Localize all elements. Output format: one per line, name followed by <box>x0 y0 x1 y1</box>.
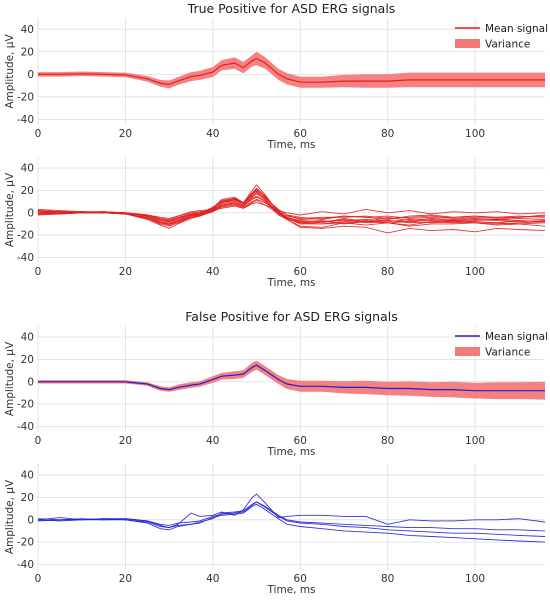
y-tick-label: 20 <box>21 185 34 197</box>
variance-band <box>38 360 545 400</box>
x-tick-label: 100 <box>465 435 485 447</box>
y-tick-label: 20 <box>21 46 34 58</box>
y-tick-label: -40 <box>17 252 34 264</box>
y-tick-label: 20 <box>21 354 34 366</box>
y-axis-label: Amplitude, μV <box>4 34 16 109</box>
y-tick-label: -40 <box>17 114 34 126</box>
y-tick-label: 0 <box>27 514 34 526</box>
mean-signal-line <box>38 364 545 392</box>
x-tick-label: 60 <box>294 573 307 585</box>
signal-line-10 <box>38 192 545 222</box>
x-tick-label: 40 <box>206 573 219 585</box>
y-tick-label: 20 <box>21 492 34 504</box>
x-tick-label: 0 <box>35 435 42 447</box>
x-tick-label: 20 <box>119 435 132 447</box>
legend-entry-mean: Mean signal <box>485 23 548 35</box>
signal-line-2 <box>38 199 545 222</box>
x-tick-label: 80 <box>381 266 394 278</box>
x-tick-label: 0 <box>35 266 42 278</box>
legend-band-swatch <box>455 39 480 48</box>
chart-panel-3: 0 20 40 60 80 100 -40 -20 0 20 40 Time, ms Amplitude… <box>4 309 548 458</box>
y-axis-label: Amplitude, μV <box>4 341 16 416</box>
x-tick-label: 80 <box>381 573 394 585</box>
x-tick-label: 20 <box>119 573 132 585</box>
signal-line-11 <box>38 196 545 225</box>
signal-line-4 <box>38 501 545 532</box>
x-axis-label: Time, ms <box>266 277 315 289</box>
variance-band <box>38 51 545 89</box>
y-tick-label: 40 <box>21 163 34 175</box>
chart-title: False Positive for ASD ERG signals <box>185 309 398 324</box>
y-tick-label: 0 <box>27 207 34 219</box>
plot-area <box>38 51 545 89</box>
x-tick-label: 100 <box>465 573 485 585</box>
legend-entry-variance: Variance <box>485 347 530 359</box>
y-axis-label: Amplitude, μV <box>4 172 16 247</box>
chart-panel-4: 0 20 40 60 80 100 -40 -20 0 20 40 Time, ms Amplitude… <box>4 464 545 596</box>
y-tick-label: 0 <box>27 69 34 81</box>
legend-entry-mean: Mean signal <box>485 331 548 343</box>
chart-title: True Positive for ASD ERG signals <box>187 1 396 16</box>
y-tick-label: 40 <box>21 24 34 36</box>
y-tick-label: -20 <box>17 537 34 549</box>
x-tick-label: 20 <box>119 128 132 140</box>
x-tick-label: 80 <box>381 435 394 447</box>
y-tick-label: -20 <box>17 399 34 411</box>
x-tick-label: 40 <box>206 435 219 447</box>
y-tick-label: -20 <box>17 230 34 242</box>
legend-entry-variance: Variance <box>485 39 530 51</box>
y-axis-label: Amplitude, μV <box>4 479 16 554</box>
signal-line-2 <box>38 503 545 543</box>
plot-area <box>38 493 545 543</box>
y-tick-label: 0 <box>27 376 34 388</box>
x-tick-label: 0 <box>35 573 42 585</box>
x-axis-label: Time, ms <box>266 584 315 596</box>
signal-line-12 <box>38 188 545 225</box>
x-tick-label: 40 <box>206 266 219 278</box>
x-tick-label: 60 <box>294 435 307 447</box>
chart-panel-2: 0 20 40 60 80 100 -40 -20 0 20 40 Time, ms Amplitude… <box>4 157 545 289</box>
y-tick-label: -20 <box>17 91 34 103</box>
x-axis-label: Time, ms <box>266 139 315 151</box>
legend-band-swatch <box>455 347 480 356</box>
y-tick-label: -40 <box>17 559 34 571</box>
plot-area <box>38 360 545 400</box>
signal-line-5 <box>38 187 545 234</box>
x-axis-label: Time, ms <box>266 446 315 458</box>
mean-signal-line <box>38 57 545 86</box>
x-tick-label: 20 <box>119 266 132 278</box>
y-tick-label: 40 <box>21 332 34 344</box>
y-tick-label: 40 <box>21 470 34 482</box>
x-tick-label: 60 <box>294 128 307 140</box>
x-tick-label: 100 <box>465 128 485 140</box>
x-tick-label: 0 <box>35 128 42 140</box>
x-tick-label: 80 <box>381 128 394 140</box>
legend: Mean signal Variance <box>455 331 548 359</box>
x-tick-label: 40 <box>206 128 219 140</box>
y-tick-label: -40 <box>17 421 34 433</box>
chart-panel-1: 0 20 40 60 80 100 -40 -20 0 20 40 Time, ms Amplitude… <box>4 1 548 151</box>
signal-line-1 <box>38 493 545 529</box>
x-tick-label: 60 <box>294 266 307 278</box>
x-tick-label: 100 <box>465 266 485 278</box>
legend: Mean signal Variance <box>455 23 548 51</box>
plot-area <box>38 184 545 234</box>
